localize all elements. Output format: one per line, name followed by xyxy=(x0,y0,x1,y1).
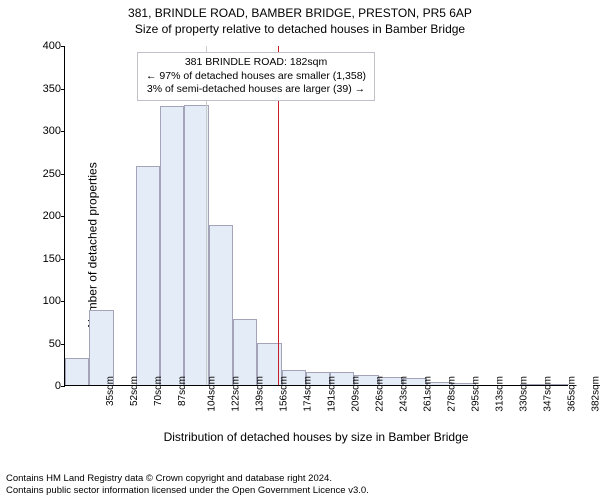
y-tick-label: 300 xyxy=(29,125,61,137)
histogram-bar xyxy=(89,310,113,385)
x-tick-label: 330sqm xyxy=(519,376,530,412)
histogram-bar xyxy=(184,105,208,386)
x-tick-label: 278sqm xyxy=(447,376,458,412)
page-subtitle: Size of property relative to detached ho… xyxy=(0,20,600,36)
x-tick-label: 87sqm xyxy=(177,376,188,406)
x-tick-label: 139sqm xyxy=(255,376,266,412)
histogram-bar xyxy=(136,166,160,385)
y-tick-label: 350 xyxy=(29,83,61,95)
x-tick-label: 313sqm xyxy=(495,376,506,412)
x-tick-label: 174sqm xyxy=(303,376,314,412)
y-tick-mark xyxy=(61,386,65,387)
histogram-bar xyxy=(209,225,233,385)
footer-line2: Contains public sector information licen… xyxy=(6,485,369,496)
annot-line2: ← 97% of detached houses are smaller (1,… xyxy=(146,70,366,84)
y-tick-label: 100 xyxy=(29,295,61,307)
x-tick-label: 209sqm xyxy=(351,376,362,412)
x-tick-label: 347sqm xyxy=(543,376,554,412)
y-tick-label: 50 xyxy=(29,338,61,350)
footer-line1: Contains HM Land Registry data © Crown c… xyxy=(6,473,369,484)
chart-area: Number of detached properties 0501001502… xyxy=(64,46,568,430)
x-tick-label: 382sqm xyxy=(591,376,600,412)
x-tick-label: 35sqm xyxy=(105,376,116,406)
x-tick-label: 365sqm xyxy=(567,376,578,412)
plot-area: 050100150200250300350400 381 BRINDLE ROA… xyxy=(64,46,568,386)
x-tick-label: 191sqm xyxy=(327,376,338,412)
histogram-bar xyxy=(65,358,89,385)
x-tick-label: 243sqm xyxy=(399,376,410,412)
y-tick-label: 150 xyxy=(29,253,61,265)
footer-credits: Contains HM Land Registry data © Crown c… xyxy=(6,473,369,496)
x-tick-label: 261sqm xyxy=(423,376,434,412)
page-title: 381, BRINDLE ROAD, BAMBER BRIDGE, PRESTO… xyxy=(0,0,600,20)
x-tick-label: 295sqm xyxy=(471,376,482,412)
x-tick-label: 226sqm xyxy=(375,376,386,412)
annotation-box: 381 BRINDLE ROAD: 182sqm ← 97% of detach… xyxy=(137,52,375,101)
y-tick-label: 200 xyxy=(29,210,61,222)
x-tick-label: 70sqm xyxy=(153,376,164,406)
y-tick-label: 250 xyxy=(29,168,61,180)
y-tick-label: 0 xyxy=(29,380,61,392)
y-tick-label: 400 xyxy=(29,40,61,52)
x-tick-label: 104sqm xyxy=(207,376,218,412)
x-tick-label: 156sqm xyxy=(279,376,290,412)
x-tick-label: 52sqm xyxy=(129,376,140,406)
annot-line3: 3% of semi-detached houses are larger (3… xyxy=(146,83,366,97)
histogram-bar xyxy=(160,106,184,385)
x-tick-label: 122sqm xyxy=(231,376,242,412)
annot-line1: 381 BRINDLE ROAD: 182sqm xyxy=(146,56,366,70)
